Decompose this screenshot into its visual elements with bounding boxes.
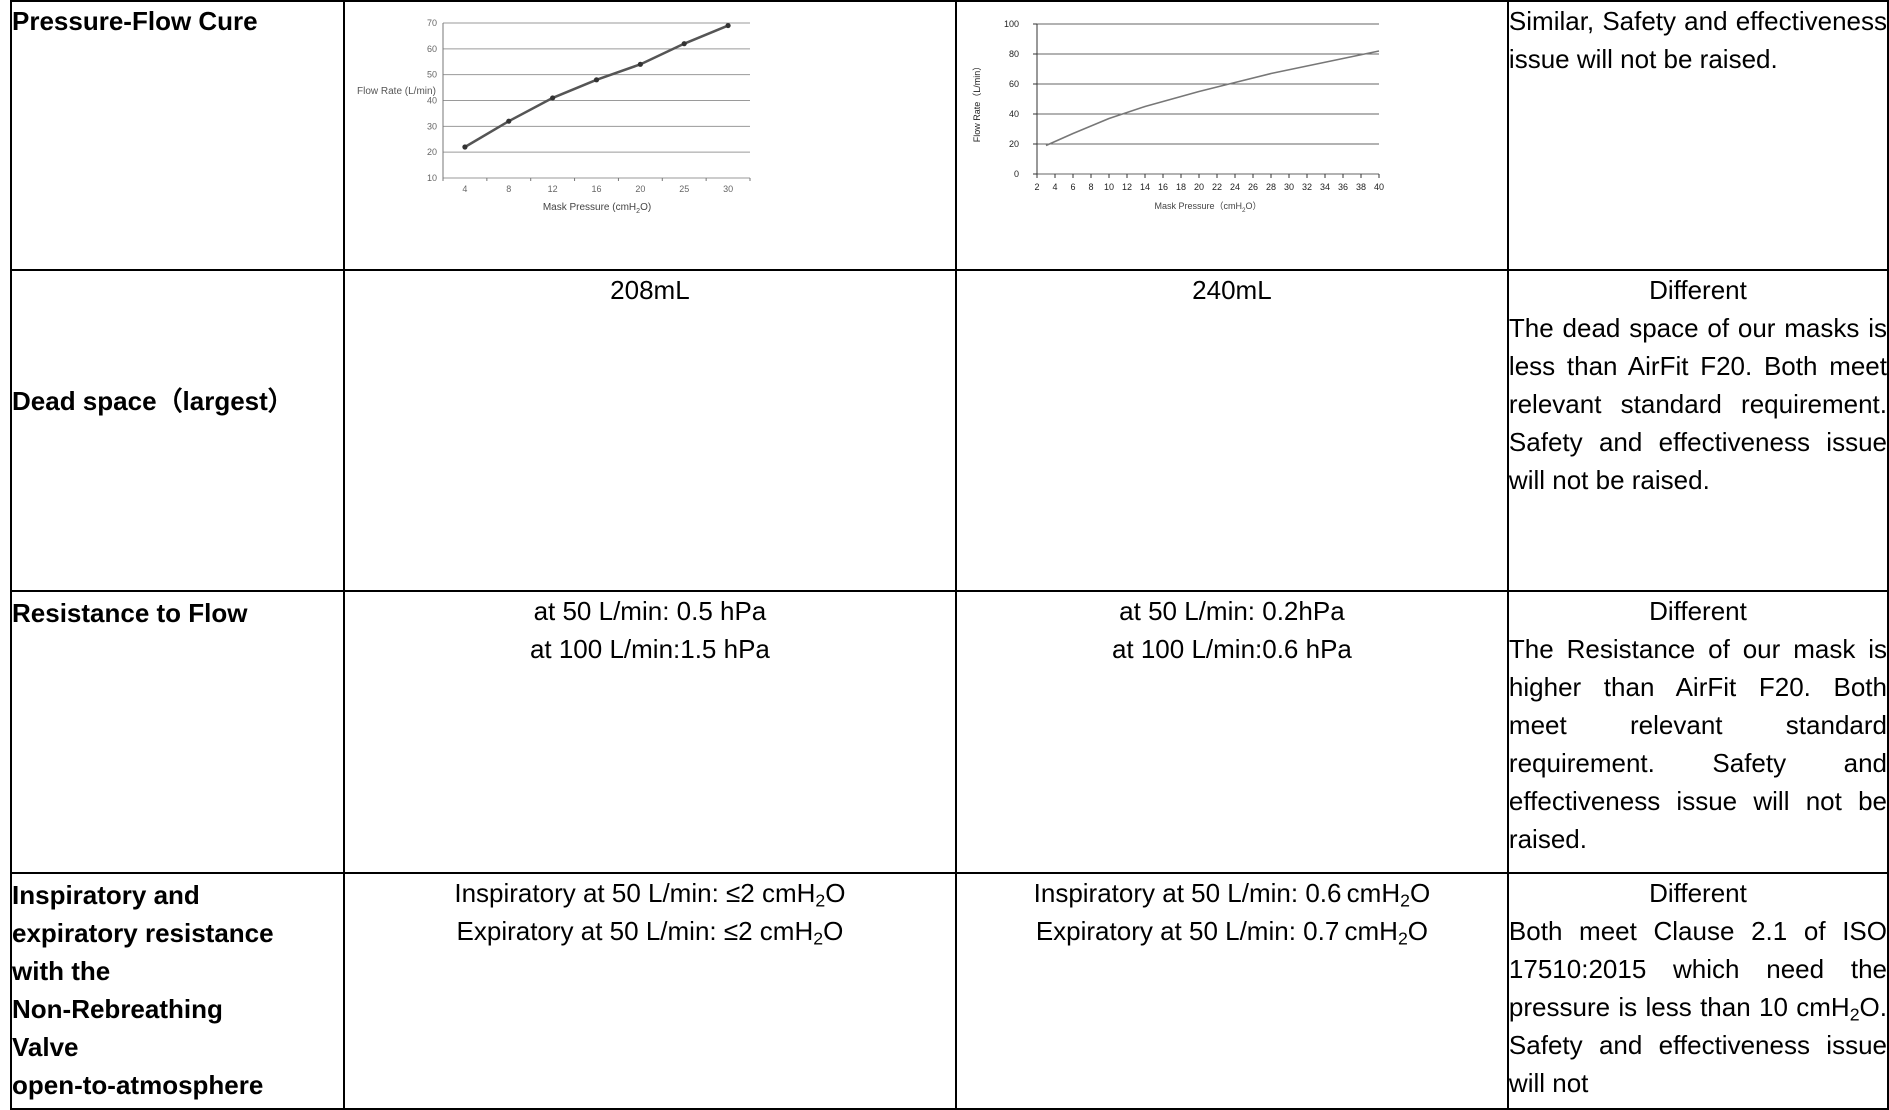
- x-tick-label: 26: [1248, 182, 1258, 192]
- x-tick-label: 20: [635, 184, 645, 194]
- data-point: [637, 61, 643, 67]
- series-line: [464, 24, 729, 149]
- x-tick-label: 40: [1374, 182, 1384, 192]
- table-row: Pressure-Flow Cure 10 20 30 40 50 60 70 4 8 12 16 2…: [10, 0, 1889, 271]
- label-line: Valve: [12, 1032, 79, 1062]
- flow-rate-chart-left: 10 20 30 40 50 60 70 4 8 12 16 20 25 30 Flow Rate (L/m…: [357, 18, 751, 215]
- label-line: open-to-atmosphere: [12, 1070, 264, 1100]
- value-text: Expiratory at 50 L/min: ≤2 cmH2O: [456, 916, 844, 949]
- x-tick-label: 16: [1158, 182, 1168, 192]
- label-line: expiratory resistance: [12, 918, 274, 948]
- row-label: Dead space（largest）: [10, 269, 345, 592]
- data-point: [725, 22, 731, 29]
- value-text: Expiratory at 50 L/min: 0.7 cmH2O: [1035, 916, 1429, 949]
- value-a: 208mL: [342, 269, 957, 592]
- data-point: [506, 118, 512, 124]
- y-tick-label: 40: [1009, 109, 1019, 119]
- y-axis-label: Flow Rate (L/min): [357, 86, 436, 97]
- x-tick-label: 12: [1122, 182, 1132, 192]
- row-note: Different The Resistance of our mask is …: [1506, 590, 1889, 874]
- x-tick-label: 6: [1070, 182, 1075, 192]
- x-tick-label: 38: [1356, 182, 1366, 192]
- value-text: at 50 L/min: 0.5 hPa: [533, 596, 767, 626]
- value-a: Inspiratory at 50 L/min: ≤2 cmH2O Expira…: [342, 872, 957, 1110]
- y-tick-label: 50: [427, 70, 437, 80]
- row-label: Inspiratory and expiratory resistance wi…: [10, 872, 345, 1110]
- value-text: 208mL: [610, 275, 690, 305]
- x-tick-label: 36: [1338, 182, 1348, 192]
- chart-cell-right: 0 20 40 60 80 100 2 4 6 8 10 12 14 16 18 20 22 24 26 28 30 32…: [954, 0, 1509, 271]
- table-row: Dead space（largest） 208mL 240mL Differen…: [10, 269, 1889, 592]
- x-tick-label: 14: [1140, 182, 1150, 192]
- chart-cell-left: 10 20 30 40 50 60 70 4 8 12 16 20 25 30 Flow Rate (L/m…: [342, 0, 957, 271]
- y-tick-label: 40: [427, 96, 437, 106]
- row-label: Resistance to Flow: [10, 590, 345, 874]
- value-b: 240mL: [954, 269, 1509, 592]
- value-text: at 50 L/min: 0.2hPa: [1119, 596, 1345, 626]
- x-tick-label: 18: [1176, 182, 1186, 192]
- note-text: Both meet Clause 2.1 of ISO 17510:2015 w…: [1508, 916, 1887, 1098]
- row-note: Similar, Safety and effectiveness issue …: [1506, 0, 1889, 271]
- x-tick-label: 10: [1104, 182, 1114, 192]
- value-b: Inspiratory at 50 L/min: 0.6 cmH2O Expir…: [954, 872, 1509, 1110]
- y-tick-label: 60: [427, 44, 437, 54]
- label-line: Inspiratory and: [12, 880, 200, 910]
- note-lead: Different: [1649, 596, 1747, 626]
- data-point: [549, 95, 556, 101]
- y-tick-label: 70: [427, 18, 437, 28]
- x-tick-label: 25: [679, 184, 689, 194]
- x-tick-label: 12: [548, 184, 558, 194]
- y-tick-label: 20: [427, 147, 437, 157]
- row-label: Pressure-Flow Cure: [10, 0, 345, 271]
- value-text: Inspiratory at 50 L/min: 0.6 cmH2O: [1033, 878, 1431, 911]
- x-tick-label: 30: [1284, 182, 1294, 192]
- value-text: at 100 L/min:0.6 hPa: [1111, 634, 1352, 664]
- y-tick-label: 60: [1009, 79, 1019, 89]
- row-note: Different The dead space of our masks is…: [1506, 269, 1889, 592]
- x-tick-label: 4: [1052, 182, 1057, 192]
- value-a: at 50 L/min: 0.5 hPa at 100 L/min:1.5 hP…: [342, 590, 957, 874]
- value-text: at 100 L/min:1.5 hPa: [529, 634, 770, 664]
- y-tick-label: 0: [1014, 169, 1019, 179]
- data-point: [462, 144, 468, 150]
- label-line: Non-Rebreathing: [12, 994, 223, 1024]
- y-tick-label: 100: [1004, 19, 1019, 29]
- series-line: [1045, 50, 1380, 147]
- y-tick-label: 80: [1009, 49, 1019, 59]
- y-tick-label: 20: [1009, 139, 1019, 149]
- x-tick-label: 16: [591, 184, 601, 194]
- x-tick-label: 2: [1034, 182, 1039, 192]
- note-text: Similar, Safety and effectiveness issue …: [1508, 6, 1887, 74]
- row-note: Different Both meet Clause 2.1 of ISO 17…: [1506, 872, 1889, 1110]
- x-tick-label: 4: [462, 184, 467, 194]
- y-tick-label: 30: [427, 121, 437, 131]
- x-axis-label: Mask Pressure (cmH2O): [543, 202, 651, 215]
- x-axis-label: Mask Pressure（cmH2O）: [1154, 201, 1261, 214]
- note-lead: Different: [1649, 878, 1747, 908]
- x-tick-label: 28: [1266, 182, 1276, 192]
- y-axis-label: Flow Rate（L/min）: [972, 62, 982, 143]
- x-tick-label: 32: [1302, 182, 1312, 192]
- data-point: [681, 41, 687, 47]
- x-tick-label: 34: [1320, 182, 1330, 192]
- y-tick-label: 10: [427, 173, 437, 183]
- x-tick-label: 8: [506, 184, 511, 194]
- comparison-table: Pressure-Flow Cure 10 20 30 40 50 60 70 4 8 12 16 2…: [10, 0, 1889, 1110]
- x-tick-label: 20: [1194, 182, 1204, 192]
- table-row: Inspiratory and expiratory resistance wi…: [10, 872, 1889, 1110]
- x-tick-label: 8: [1088, 182, 1093, 192]
- label-line: with the: [12, 956, 111, 986]
- value-text: 240mL: [1192, 275, 1272, 305]
- table-row: Resistance to Flow at 50 L/min: 0.5 hPa …: [10, 590, 1889, 874]
- value-b: at 50 L/min: 0.2hPa at 100 L/min:0.6 hPa: [954, 590, 1509, 874]
- note-text: The dead space of our masks is less than…: [1508, 313, 1887, 495]
- note-text: The Resistance of our mask is higher tha…: [1508, 634, 1887, 854]
- note-lead: Different: [1649, 275, 1747, 305]
- x-tick-label: 24: [1230, 182, 1240, 192]
- x-tick-label: 30: [723, 184, 733, 194]
- value-text: Inspiratory at 50 L/min: ≤2 cmH2O: [454, 878, 846, 911]
- x-tick-label: 22: [1212, 182, 1222, 192]
- data-point: [593, 77, 600, 83]
